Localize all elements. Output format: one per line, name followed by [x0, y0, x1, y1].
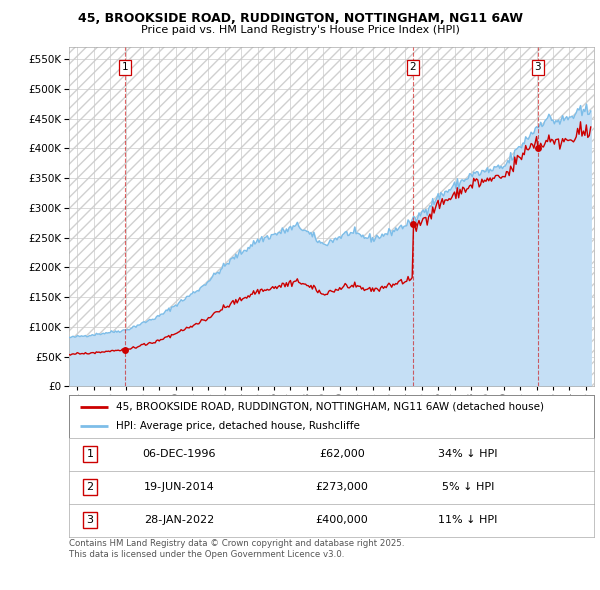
Text: 5% ↓ HPI: 5% ↓ HPI: [442, 483, 494, 492]
Text: 34% ↓ HPI: 34% ↓ HPI: [438, 450, 498, 459]
Text: 3: 3: [535, 63, 541, 73]
Text: 1: 1: [122, 63, 128, 73]
Text: HPI: Average price, detached house, Rushcliffe: HPI: Average price, detached house, Rush…: [116, 421, 360, 431]
Text: 2: 2: [410, 63, 416, 73]
Text: 19-JUN-2014: 19-JUN-2014: [144, 483, 215, 492]
Text: Price paid vs. HM Land Registry's House Price Index (HPI): Price paid vs. HM Land Registry's House …: [140, 25, 460, 35]
Text: This data is licensed under the Open Government Licence v3.0.: This data is licensed under the Open Gov…: [69, 550, 344, 559]
Text: Contains HM Land Registry data © Crown copyright and database right 2025.: Contains HM Land Registry data © Crown c…: [69, 539, 404, 548]
Text: 2: 2: [86, 483, 94, 492]
Text: £400,000: £400,000: [316, 516, 368, 525]
Text: £273,000: £273,000: [316, 483, 368, 492]
Text: 11% ↓ HPI: 11% ↓ HPI: [439, 516, 497, 525]
Text: 45, BROOKSIDE ROAD, RUDDINGTON, NOTTINGHAM, NG11 6AW: 45, BROOKSIDE ROAD, RUDDINGTON, NOTTINGH…: [77, 12, 523, 25]
Text: £62,000: £62,000: [319, 450, 365, 459]
Text: 3: 3: [86, 516, 94, 525]
Text: 06-DEC-1996: 06-DEC-1996: [143, 450, 216, 459]
Text: 1: 1: [86, 450, 94, 459]
Text: 28-JAN-2022: 28-JAN-2022: [144, 516, 214, 525]
Text: 45, BROOKSIDE ROAD, RUDDINGTON, NOTTINGHAM, NG11 6AW (detached house): 45, BROOKSIDE ROAD, RUDDINGTON, NOTTINGH…: [116, 402, 544, 412]
